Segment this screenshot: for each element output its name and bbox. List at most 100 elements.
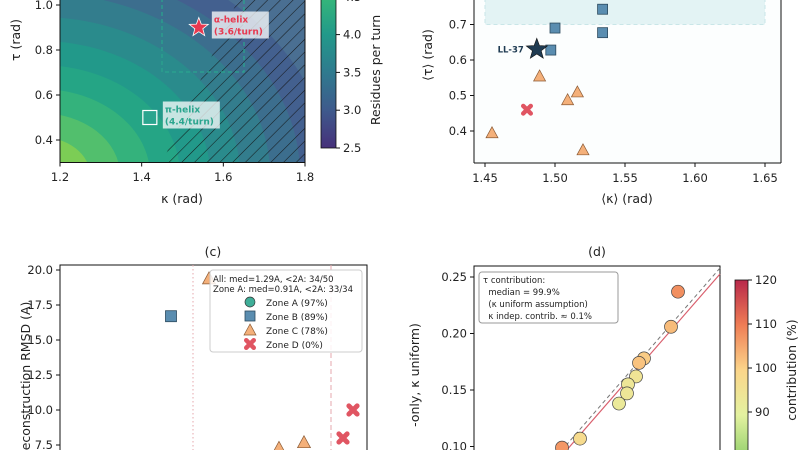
zone-c-point: [273, 440, 285, 450]
colorbar-tick-label: 4.5: [343, 0, 361, 4]
data-point: [573, 431, 587, 446]
y-tick-label: 0.4: [35, 133, 53, 147]
contour-band: [60, 140, 88, 163]
y-tick-label: 0.5: [449, 89, 467, 103]
x-tick-label: 1.8: [296, 170, 314, 184]
colorbar-tick-label: 90: [755, 405, 770, 419]
shaded-helix-region: [484, 0, 766, 25]
x-tick-label: 1.50: [542, 171, 568, 185]
x-tick-label: 1.6: [214, 170, 232, 184]
zone-c-point: [576, 143, 590, 156]
data-point: [620, 386, 634, 401]
annotation-background: [162, 101, 220, 129]
legend-marker-square: [244, 310, 256, 322]
panel-b-scatter: LL-37 1.45 1.50 1.55 1.60 1.65 0.4 0.5 0.6 0.7 ⟨…: [420, 0, 782, 206]
y-tick-label: 12.5: [27, 368, 53, 382]
y-tick-label: 0.10: [441, 440, 467, 450]
colorbar-tick-label: 110: [755, 317, 777, 331]
panel-d-scatter: (d) 0.10 0.15 0.20 0.25 τ contribution: med…: [407, 244, 799, 450]
annotation-line-1: τ contribution:: [483, 276, 545, 286]
zone-c-point: [296, 434, 312, 449]
legend-entry: Zone C (78%): [266, 327, 328, 337]
ll37-star-icon: [525, 37, 549, 59]
colorbar-label-a: Residues per turn: [368, 15, 383, 125]
data-point: [555, 440, 569, 450]
y-tick-label: 0.20: [441, 327, 467, 341]
y-tick-label: 10.0: [27, 403, 53, 417]
x-tick-label: 1.65: [752, 171, 778, 185]
zone-d-point: [521, 103, 533, 116]
annotation-background: [211, 11, 269, 39]
colorbar-label-d: contribution (%): [784, 319, 799, 420]
colorbar-tick-label: 120: [755, 273, 777, 287]
y-tick-label: 0.8: [35, 43, 53, 57]
legend-entry: Zone B (89%): [266, 313, 328, 323]
panel-c-title: (c): [205, 244, 222, 259]
y-axis-label-d: -only, κ uniform): [407, 323, 422, 427]
annotation-line-4: κ indep. contrib. ≈ 0.1%: [483, 312, 592, 322]
y-tick-label: 7.5: [35, 438, 53, 450]
y-tick-label: 0.25: [441, 270, 467, 284]
zone-c-point: [570, 85, 584, 98]
legend-c: All: med=1.29A, <2A: 34/50 Zone A: med=0…: [209, 269, 363, 353]
zone-b-point: [545, 44, 557, 56]
data-point: [612, 396, 626, 411]
annotation-label: (3.6/turn): [214, 28, 263, 38]
y-tick-label: 0.4: [449, 124, 467, 138]
x-tick-label: 1.4: [133, 170, 151, 184]
legend-stat-zone-a: Zone A: med=0.91A, <2A: 33/34: [213, 285, 353, 295]
x-axis-label-b: ⟨κ⟩ (rad): [601, 191, 653, 206]
x-tick-label: 1.60: [682, 171, 708, 185]
y-tick-label: 17.5: [27, 298, 53, 312]
zone-c-point: [561, 93, 575, 106]
y-axis-label-c: Reconstruction RMSD (A): [18, 302, 33, 450]
legend-entry: Zone A (97%): [266, 299, 328, 309]
zone-c-point: [485, 126, 499, 139]
zone-b-point: [549, 22, 561, 34]
x-tick-label: 1.55: [612, 171, 638, 185]
colorbar-tick-label: 3.5: [343, 65, 361, 79]
y-tick-label: 15.0: [27, 333, 53, 347]
zone-b-point: [597, 27, 608, 39]
legend-entry: Zone D (0%): [266, 341, 323, 351]
pi-helix-square-icon: [142, 109, 158, 126]
annotation-label: π-helix: [165, 106, 201, 116]
annotation-box-d: τ contribution: median = 99.9% (κ unifor…: [478, 271, 619, 324]
annotation-label: α-helix: [214, 16, 249, 26]
legend-marker-circle: [244, 296, 256, 308]
colorbar-tick-label: 3.0: [343, 103, 361, 117]
y-tick-label: 0.7: [449, 18, 467, 32]
x-tick-label: 1.45: [472, 171, 498, 185]
legend-marker-x: [244, 338, 256, 350]
y-tick-label: 0.6: [35, 88, 53, 102]
zone-c-point: [533, 69, 547, 82]
y-tick-label: 1.0: [35, 0, 53, 12]
x-tick-label: 1.2: [51, 170, 69, 184]
panel-d-title: (d): [588, 244, 606, 259]
colorbar-a: [320, 0, 337, 149]
legend-marker-triangle: [243, 323, 257, 336]
annotation-label: (4.4/turn): [165, 118, 214, 128]
data-point: [632, 356, 646, 370]
y-tick-label: 0.15: [441, 383, 467, 397]
alpha-helix-star-icon: [188, 16, 210, 37]
x-axis-label-a: κ (rad): [161, 191, 203, 206]
zone-d-point: [346, 403, 360, 417]
annotation-line-2: median = 99.9%: [483, 288, 560, 298]
y-axis-label-a: τ (rad): [8, 19, 23, 61]
panel-c-scatter: (c) 7.5 10.0 12.5 15.0 17.5 20.0 All: med=1.2…: [18, 244, 368, 450]
data-point: [664, 319, 678, 334]
y-tick-label: 20.0: [27, 263, 53, 277]
colorbar-tick-label: 4.0: [343, 28, 361, 42]
legend-stat-all: All: med=1.29A, <2A: 34/50: [213, 275, 334, 285]
zone-b-point: [165, 310, 177, 323]
zone-d-point: [336, 431, 350, 445]
y-tick-label: 0.6: [449, 53, 467, 67]
colorbar-d: [734, 279, 749, 450]
panel-a-heatmap: α-helix (3.6/turn) π-helix (4.4/turn) 1.2 1.…: [8, 0, 383, 206]
data-point: [671, 284, 685, 299]
annotation-line-3: (κ uniform assumption): [483, 300, 588, 310]
axes-frame-a: [59, 0, 306, 163]
colorbar-tick-label: 2.5: [343, 141, 361, 155]
